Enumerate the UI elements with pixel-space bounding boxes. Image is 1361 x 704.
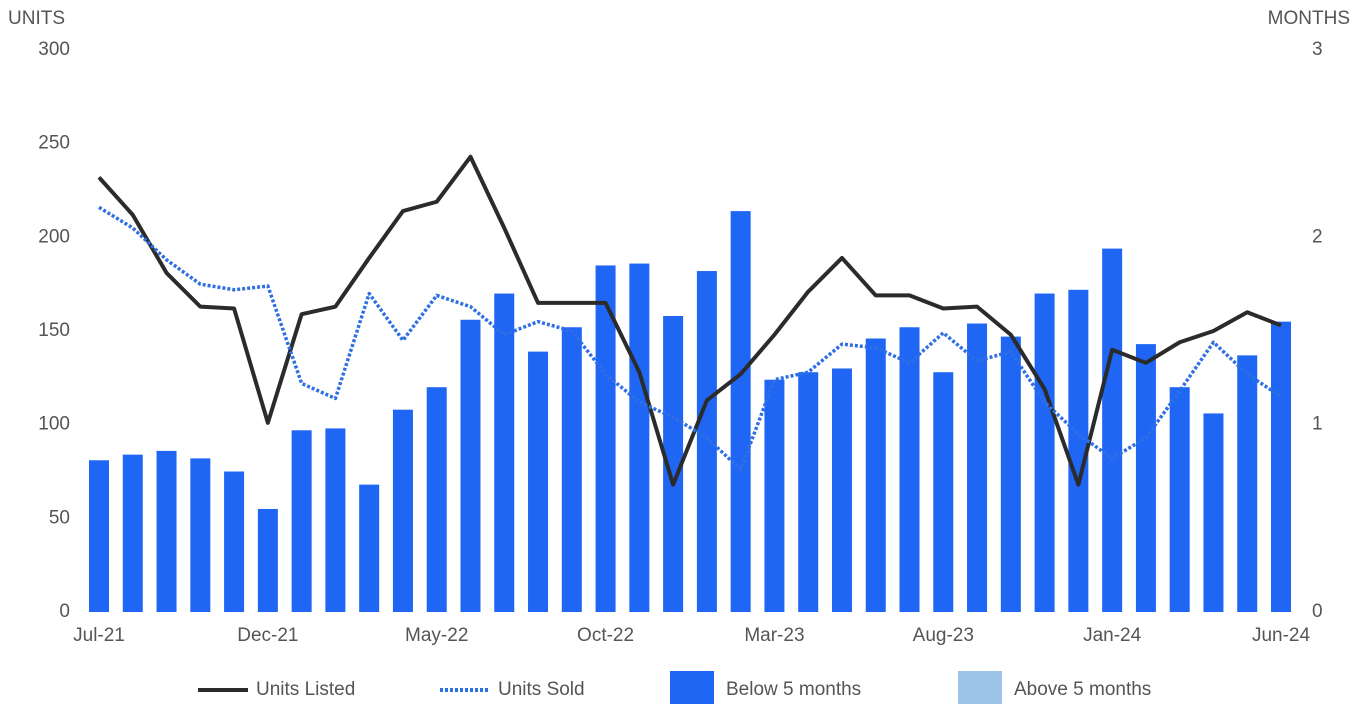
bar xyxy=(89,460,109,612)
bar xyxy=(392,409,413,612)
legend-label: Above 5 months xyxy=(1014,679,1151,700)
y-tick-label: 0 xyxy=(59,601,70,622)
bar xyxy=(257,508,278,612)
legend-item: Units Listed xyxy=(198,679,355,700)
bar xyxy=(1203,413,1224,612)
x-tick-label: Jan-24 xyxy=(1083,625,1142,646)
legend-swatch xyxy=(958,671,1002,704)
y-tick-label: 250 xyxy=(38,133,70,154)
bar xyxy=(831,368,852,612)
bar xyxy=(967,323,988,612)
legend-item: Units Sold xyxy=(440,679,585,700)
bar xyxy=(899,327,920,612)
legend-item: Below 5 months xyxy=(670,671,861,704)
bar xyxy=(359,484,380,612)
x-tick-label: Jun-24 xyxy=(1252,625,1311,646)
y-axis-title: UNITS xyxy=(8,8,65,29)
bar xyxy=(696,271,717,612)
x-tick-label: Jul-21 xyxy=(73,625,125,646)
bar xyxy=(663,316,684,612)
bar xyxy=(730,211,751,612)
bar xyxy=(156,450,177,612)
x-tick-label: Oct-22 xyxy=(577,625,634,646)
legend-swatch xyxy=(670,671,714,704)
bar xyxy=(1169,387,1190,612)
legend-label: Units Sold xyxy=(498,679,585,700)
y-tick-label: 150 xyxy=(38,320,70,341)
y2-tick-label: 2 xyxy=(1312,226,1323,247)
bar xyxy=(1034,293,1055,612)
bar xyxy=(122,454,143,612)
bar xyxy=(1102,248,1123,612)
bar xyxy=(494,293,515,612)
y-tick-label: 200 xyxy=(38,226,70,247)
x-tick-label: Mar-23 xyxy=(744,625,804,646)
bar xyxy=(1068,289,1089,612)
bar xyxy=(933,372,954,612)
bar xyxy=(190,458,211,612)
bar xyxy=(460,319,481,612)
bar xyxy=(798,372,819,612)
y-tick-label: 50 xyxy=(49,507,70,528)
y2-tick-label: 1 xyxy=(1312,414,1323,435)
y2-tick-label: 0 xyxy=(1312,601,1323,622)
line xyxy=(97,154,1282,487)
bar xyxy=(561,327,582,612)
legend-item: Above 5 months xyxy=(958,671,1151,704)
line xyxy=(98,205,1282,472)
y2-tick-label: 3 xyxy=(1312,39,1323,60)
legend-label: Below 5 months xyxy=(726,679,861,700)
bar xyxy=(291,430,312,612)
legend-label: Units Listed xyxy=(256,679,355,700)
y-tick-label: 100 xyxy=(38,414,70,435)
x-tick-label: Aug-23 xyxy=(913,625,974,646)
x-tick-label: Dec-21 xyxy=(237,625,298,646)
bar xyxy=(1135,344,1156,612)
bar xyxy=(528,351,549,612)
y2-axis-title: MONTHS xyxy=(1268,8,1350,29)
bar xyxy=(426,387,447,612)
bar xyxy=(1271,321,1291,612)
bar xyxy=(224,471,245,612)
bar xyxy=(1237,355,1258,612)
y-tick-label: 300 xyxy=(38,39,70,60)
bar xyxy=(629,263,650,612)
x-tick-label: May-22 xyxy=(405,625,468,646)
bar xyxy=(764,379,785,612)
bar xyxy=(1000,336,1021,612)
bar xyxy=(865,338,886,612)
bar xyxy=(325,428,346,612)
bar xyxy=(595,265,616,612)
